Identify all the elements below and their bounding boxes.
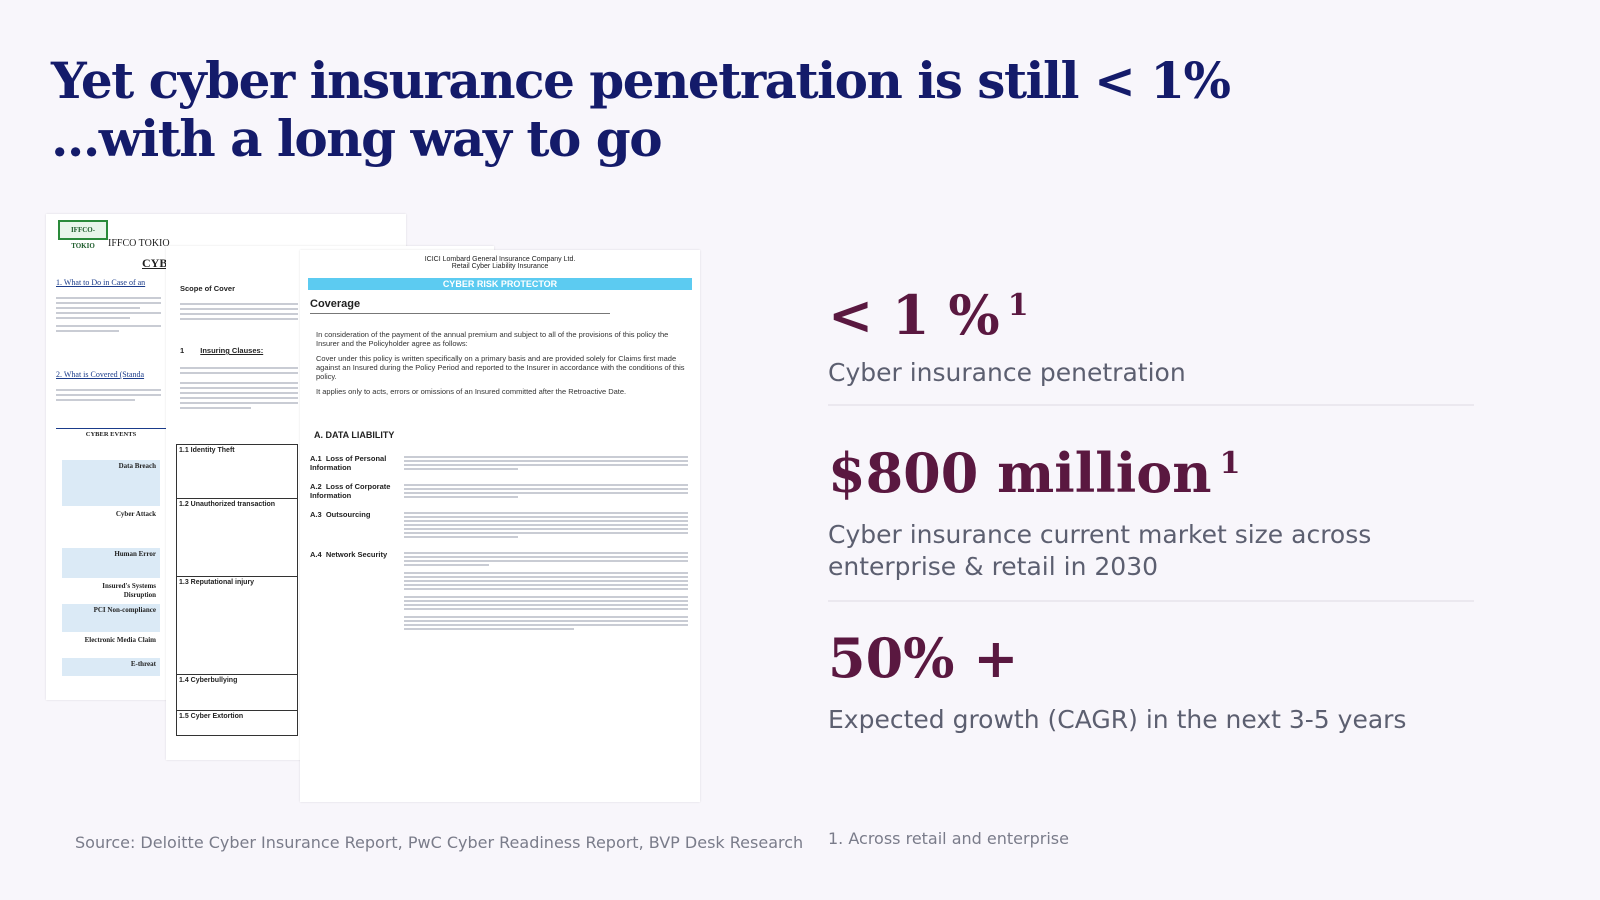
doc2-scope-heading: Scope of Cover bbox=[180, 284, 236, 293]
stat-growth: 50% + Expected growth (CAGR) in the next… bbox=[828, 628, 1406, 736]
penetration-value: < 1 % bbox=[828, 283, 1000, 347]
event-human-error: Human Error bbox=[114, 550, 156, 558]
title-line-2: ...with a long way to go bbox=[51, 109, 663, 168]
stat-divider bbox=[828, 404, 1474, 406]
market-size-value: $800 million bbox=[828, 441, 1212, 505]
page-title: Yet cyber insurance penetration is still… bbox=[51, 51, 1231, 168]
event-cyber-attack: Cyber Attack bbox=[115, 510, 156, 518]
clause-a4-name: Network Security bbox=[325, 550, 388, 559]
insuring-clauses-table: 1.1 Identity Theft 1.2 Unauthorized tran… bbox=[176, 444, 298, 736]
penetration-footnote-ref: 1 bbox=[1007, 288, 1029, 323]
doc1-header: IFFCO TOKIO bbox=[108, 238, 170, 249]
icici-lombard-policy-document: ICICI Lombard General Insurance Company … bbox=[300, 250, 700, 802]
clause-a1-name: Loss of Personal Information bbox=[310, 454, 387, 472]
iffco-tokio-logo: IFFCO-TOKIO bbox=[58, 220, 108, 250]
doc3-product: Retail Cyber Liability Insurance bbox=[451, 263, 549, 270]
event-systems-disruption: Insured's Systems Disruption bbox=[102, 582, 156, 599]
stat-market-size: $800 million 1 Cyber insurance current ma… bbox=[828, 434, 1388, 583]
doc3-intro-3: It applies only to acts, errors or omiss… bbox=[316, 387, 627, 396]
title-line-1: Yet cyber insurance penetration is still… bbox=[51, 51, 1231, 110]
clause-a1-code: A.1 bbox=[310, 454, 322, 463]
doc1-item-1: 1. What to Do in Case of an bbox=[56, 278, 146, 287]
growth-value: 50% + bbox=[828, 626, 1019, 690]
clause-unauthorized-transaction: 1.2 Unauthorized transaction bbox=[177, 499, 297, 577]
stat-divider bbox=[828, 600, 1474, 602]
doc1-heading: CYB bbox=[142, 256, 168, 270]
clause-cyberbullying: 1.4 Cyberbullying bbox=[177, 675, 297, 711]
doc1-table-header: CYBER EVENTS bbox=[85, 431, 137, 438]
doc3-company: ICICI Lombard General Insurance Company … bbox=[424, 256, 576, 263]
clause-identity-theft: 1.1 Identity Theft bbox=[177, 445, 297, 499]
clause-a3-name: Outsourcing bbox=[325, 510, 371, 519]
clause-reputational-injury: 1.3 Reputational injury bbox=[177, 577, 297, 675]
clause-a4-code: A.4 bbox=[310, 550, 322, 559]
event-data-breach: Data Breach bbox=[118, 462, 156, 470]
footnote: 1. Across retail and enterprise bbox=[828, 829, 1069, 848]
doc2-clauses-number: 1 bbox=[180, 346, 185, 355]
doc1-item-2: 2. What is Covered (Standa bbox=[56, 370, 145, 379]
growth-label: Expected growth (CAGR) in the next 3-5 y… bbox=[828, 705, 1407, 734]
clause-a2-name: Loss of Corporate Information bbox=[310, 482, 391, 500]
stat-penetration: < 1 % 1 Cyber insurance penetration bbox=[828, 276, 1186, 389]
source-note: Source: Deloitte Cyber Insurance Report,… bbox=[75, 833, 804, 852]
doc2-clauses-heading: Insuring Clauses: bbox=[200, 346, 264, 355]
coverage-heading: Coverage bbox=[310, 298, 610, 314]
clause-cyber-extortion: 1.5 Cyber Extortion bbox=[179, 713, 244, 720]
market-size-footnote-ref: 1 bbox=[1219, 446, 1241, 481]
event-electronic-media-claim: Electronic Media Claim bbox=[84, 636, 156, 644]
market-size-label: Cyber insurance current market size acro… bbox=[828, 520, 1372, 581]
clause-a2-code: A.2 bbox=[310, 482, 322, 491]
clause-a3-code: A.3 bbox=[310, 510, 322, 519]
event-e-threat: E-threat bbox=[130, 660, 156, 668]
penetration-label: Cyber insurance penetration bbox=[828, 358, 1186, 387]
event-pci-noncompliance: PCI Non-compliance bbox=[93, 606, 156, 614]
cyber-risk-protector-banner: CYBER RISK PROTECTOR bbox=[308, 278, 692, 290]
doc3-intro-2: Cover under this policy is written speci… bbox=[316, 354, 685, 381]
data-liability-heading: A. DATA LIABILITY bbox=[314, 430, 395, 440]
doc3-intro-1: In consideration of the payment of the a… bbox=[316, 330, 669, 348]
